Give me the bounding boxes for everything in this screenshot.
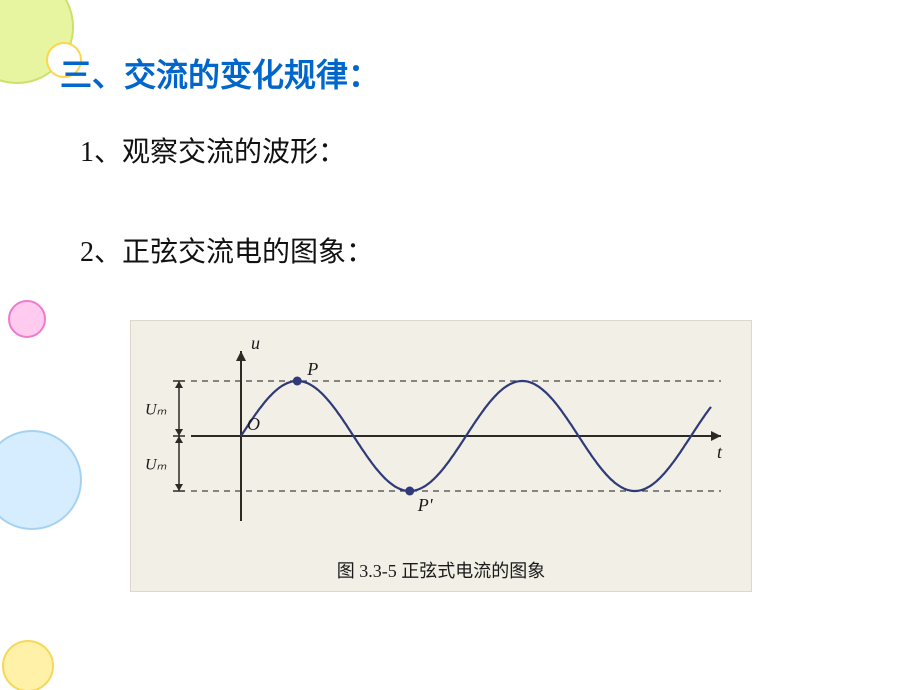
- section-heading: 三、交流的变化规律：: [60, 50, 380, 96]
- svg-text:Uₘ: Uₘ: [145, 457, 167, 474]
- sine-chart: P P' u t O Uₘ Uₘ 图 3.3-5 正弦式电流的图象: [130, 320, 752, 592]
- svg-text:O: O: [247, 414, 260, 434]
- slide: 三、交流的变化规律： 1、观察交流的波形： 2、正弦交流电的图象： P P' u t O…: [0, 0, 920, 690]
- svg-text:P: P: [306, 359, 318, 379]
- list-item-1: 1、观察交流的波形：: [80, 130, 346, 170]
- svg-text:P': P': [417, 495, 434, 515]
- sine-chart-svg: P P' u t O Uₘ Uₘ: [131, 321, 751, 551]
- svg-text:u: u: [251, 333, 260, 353]
- list-item-2: 2、正弦交流电的图象：: [80, 230, 374, 270]
- svg-text:t: t: [717, 442, 723, 462]
- svg-text:Uₘ: Uₘ: [145, 402, 167, 419]
- chart-caption: 图 3.3-5 正弦式电流的图象: [131, 557, 751, 583]
